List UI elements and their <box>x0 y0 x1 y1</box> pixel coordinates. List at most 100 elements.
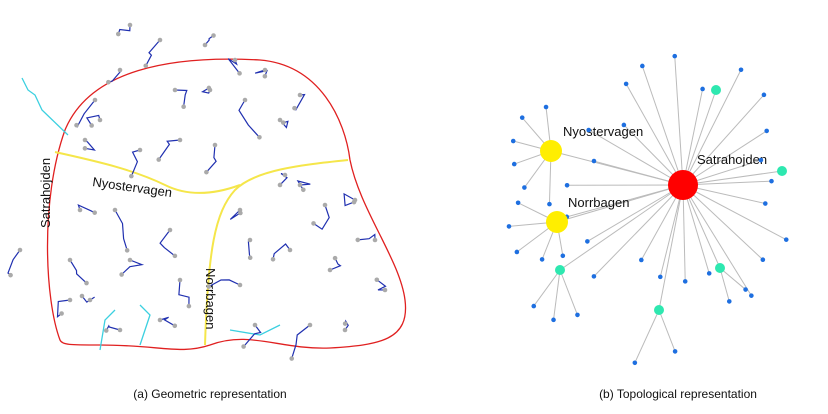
cul-de-sac <box>105 324 121 331</box>
junction <box>322 202 328 208</box>
junction <box>172 323 178 329</box>
cul-de-sac <box>208 279 241 288</box>
node <box>783 237 789 242</box>
junction <box>212 142 218 148</box>
node <box>682 279 688 284</box>
junction <box>167 227 173 233</box>
cul-de-sac <box>7 249 21 276</box>
node <box>546 211 568 233</box>
cul-de-sac <box>117 24 131 35</box>
cul-de-sac <box>376 279 387 291</box>
edge <box>682 88 704 186</box>
node <box>700 86 705 92</box>
cul-de-sac <box>159 229 176 257</box>
junction <box>355 237 361 243</box>
cul-de-sac <box>130 149 141 177</box>
junction <box>157 317 163 323</box>
edge <box>682 89 717 186</box>
junction <box>17 247 23 253</box>
junction <box>137 147 143 153</box>
node <box>555 265 565 275</box>
junction <box>206 85 212 91</box>
junction <box>287 247 293 253</box>
junction <box>332 255 338 261</box>
street-label: Nyostervagen <box>563 124 643 139</box>
junction <box>252 322 258 328</box>
street-label: Satrahojden <box>697 152 767 167</box>
cyan-street <box>99 304 281 351</box>
edge <box>682 184 721 269</box>
junction <box>92 210 97 215</box>
node <box>515 200 521 206</box>
junction <box>82 137 88 143</box>
caption: (a) Geometric representation <box>133 387 286 401</box>
node <box>585 239 590 244</box>
junction <box>82 146 88 151</box>
node <box>621 122 627 128</box>
node <box>543 104 549 110</box>
node <box>668 170 698 200</box>
junction <box>106 79 111 85</box>
junction <box>115 31 121 37</box>
node <box>761 92 767 98</box>
node <box>519 115 525 120</box>
junction <box>59 311 64 316</box>
junction <box>143 63 149 69</box>
street-norrbagen <box>204 159 349 346</box>
node <box>760 257 766 263</box>
junction <box>237 71 242 76</box>
node <box>510 138 516 144</box>
edge <box>593 184 684 277</box>
junction <box>84 280 89 286</box>
node <box>711 85 721 95</box>
cul-de-sac <box>56 299 71 318</box>
junction <box>97 117 103 123</box>
node <box>654 305 664 315</box>
junction <box>177 137 183 143</box>
junction <box>247 255 253 261</box>
junction <box>342 321 348 326</box>
edge <box>533 269 561 307</box>
edge <box>682 184 787 241</box>
cul-de-sac <box>121 259 145 275</box>
node <box>769 178 774 184</box>
node <box>564 182 570 188</box>
junction <box>112 207 118 213</box>
junction <box>206 284 212 289</box>
junction <box>280 120 286 125</box>
cul-de-sac <box>247 239 251 258</box>
junction <box>127 22 133 28</box>
junction <box>77 207 83 213</box>
node <box>551 317 556 323</box>
junction <box>292 105 297 111</box>
cul-de-sac <box>159 316 176 327</box>
junction <box>270 256 276 262</box>
edge <box>682 130 767 186</box>
cul-de-sac <box>291 324 311 359</box>
cul-de-sac <box>114 209 128 251</box>
junction <box>129 173 134 179</box>
cul-de-sac <box>85 114 101 126</box>
junction <box>241 344 246 349</box>
edge <box>553 269 561 320</box>
cul-de-sac <box>178 279 190 307</box>
junction <box>301 187 306 193</box>
junction <box>277 182 283 188</box>
node <box>738 67 744 73</box>
junction <box>89 123 94 128</box>
junction <box>297 182 303 188</box>
edge <box>682 184 764 261</box>
junction <box>124 248 130 253</box>
junction <box>103 328 109 333</box>
street-label: Satrahojden <box>38 158 53 228</box>
junction <box>157 37 163 43</box>
junction <box>127 257 133 263</box>
junction <box>327 267 333 273</box>
cul-de-sac <box>243 324 262 347</box>
junction <box>374 277 380 283</box>
junction <box>211 33 216 38</box>
edge <box>719 267 746 290</box>
cul-de-sac <box>238 99 260 138</box>
cul-de-sac <box>204 35 214 46</box>
node <box>743 287 748 292</box>
